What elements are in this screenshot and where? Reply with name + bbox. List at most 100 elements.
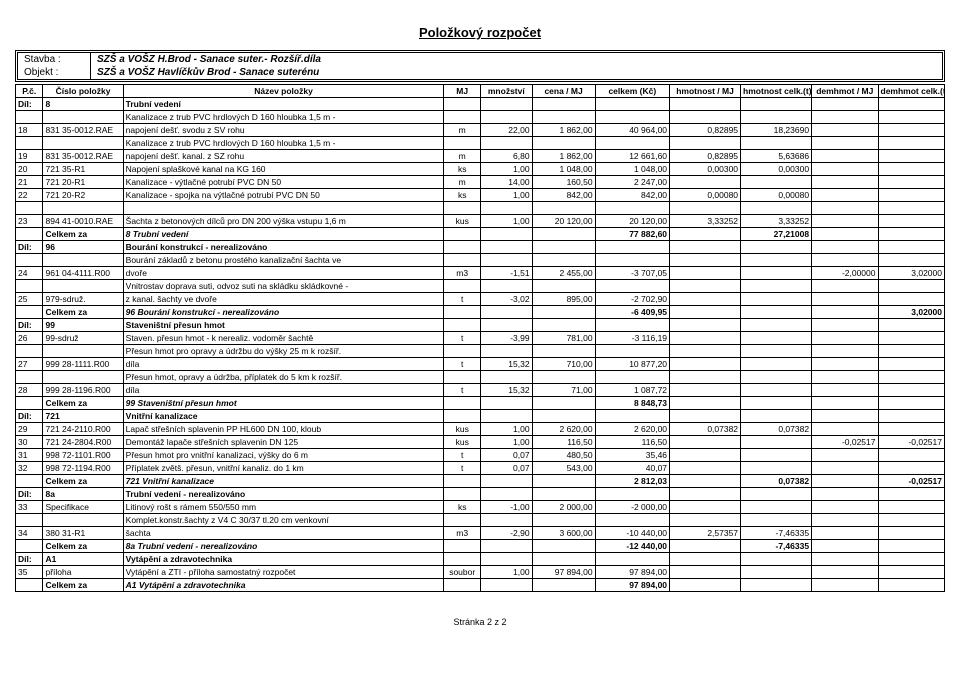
cell: [444, 397, 481, 410]
cell: [444, 345, 481, 358]
cell: 0,00300: [741, 163, 812, 176]
cell: [878, 345, 945, 358]
cell: [741, 202, 812, 215]
cell: [741, 280, 812, 293]
table-row: Celkem za8a Trubní vedení - nerealizován…: [16, 540, 945, 553]
cell: [670, 514, 741, 527]
cell: [878, 371, 945, 384]
cell: [444, 540, 481, 553]
cell: [812, 488, 878, 501]
col-header: demhmot / MJ: [812, 85, 878, 98]
cell: [16, 202, 43, 215]
cell: [878, 462, 945, 475]
table-row: Celkem za96 Bourání konstrukcí - nereali…: [16, 306, 945, 319]
cell: [741, 358, 812, 371]
cell: 979-sdruž.: [43, 293, 123, 306]
cell: 96: [43, 241, 123, 254]
cell: 2,57357: [670, 527, 741, 540]
cell: kus: [444, 423, 481, 436]
cell: [878, 319, 945, 332]
cell: Staven. přesun hmot - k nerealiz. vodomě…: [123, 332, 444, 345]
cell: 721 35-R1: [43, 163, 123, 176]
cell: [481, 98, 533, 111]
cell: [532, 488, 595, 501]
table-row: Díl:721Vnitřní kanalizace: [16, 410, 945, 423]
cell: [532, 228, 595, 241]
cell: [812, 501, 878, 514]
cell: [670, 293, 741, 306]
cell: [812, 345, 878, 358]
table-row: Přesun hmot, opravy a údržba, příplatek …: [16, 371, 945, 384]
table-row: 31998 72-1101.R00Přesun hmot pro vnitřní…: [16, 449, 945, 462]
cell: [16, 371, 43, 384]
cell: 40,07: [595, 462, 669, 475]
cell: [878, 423, 945, 436]
cell: m3: [444, 267, 481, 280]
cell: Kanalizace z trub PVC hrdlových D 160 hl…: [123, 137, 444, 150]
table-row: 23894 41-0010.RAEŠachta z betonových díl…: [16, 215, 945, 228]
cell: napojení dešť. kanal. z SZ rohu: [123, 150, 444, 163]
cell: m: [444, 124, 481, 137]
cell: [878, 280, 945, 293]
table-row: 25979-sdruž.z kanal. šachty ve dvořet-3,…: [16, 293, 945, 306]
table-row: Celkem za721 Vnitřní kanalizace2 812,030…: [16, 475, 945, 488]
cell: t: [444, 384, 481, 397]
cell: [595, 319, 669, 332]
table-row: 34380 31-R1šachtam3-2,903 600,00-10 440,…: [16, 527, 945, 540]
cell: m: [444, 150, 481, 163]
cell: [670, 358, 741, 371]
cell: Bourání konstrukcí - nerealizováno: [123, 241, 444, 254]
table-row: Díl:99Staveništní přesun hmot: [16, 319, 945, 332]
cell: [670, 566, 741, 579]
cell: [741, 241, 812, 254]
cell: -7,46335: [741, 527, 812, 540]
cell: [670, 501, 741, 514]
cell: soubor: [444, 566, 481, 579]
table-header-row: P.č.Číslo položkyNázev položkyMJmnožství…: [16, 85, 945, 98]
cell: [878, 332, 945, 345]
cell: 35,46: [595, 449, 669, 462]
cell: díla: [123, 384, 444, 397]
cell: -6 409,95: [595, 306, 669, 319]
cell: [812, 540, 878, 553]
cell: 8: [43, 98, 123, 111]
cell: Kanalizace - spojka na výtlačné potrubí …: [123, 189, 444, 202]
cell: [670, 540, 741, 553]
cell: Díl:: [16, 241, 43, 254]
header-box: Stavba : SZŠ a VOŠZ H.Brod - Sanace sute…: [15, 50, 945, 82]
cell: 29: [16, 423, 43, 436]
cell: [741, 488, 812, 501]
cell: [812, 475, 878, 488]
cell: 895,00: [532, 293, 595, 306]
cell: [16, 137, 43, 150]
cell: [444, 111, 481, 124]
cell: 0,07382: [741, 423, 812, 436]
cell: [812, 137, 878, 150]
col-header: Číslo položky: [43, 85, 123, 98]
cell: -2 702,90: [595, 293, 669, 306]
cell: [812, 280, 878, 293]
cell: [123, 202, 444, 215]
cell: [444, 280, 481, 293]
cell: [532, 98, 595, 111]
cell: Celkem za: [43, 306, 123, 319]
cell: Přesun hmot pro opravy a údržbu do výšky…: [123, 345, 444, 358]
cell: [670, 345, 741, 358]
cell: [670, 319, 741, 332]
cell: [670, 176, 741, 189]
cell: 24: [16, 267, 43, 280]
cell: 21: [16, 176, 43, 189]
cell: napojení dešť. svodu z SV rohu: [123, 124, 444, 137]
cell: [481, 137, 533, 150]
cell: [481, 345, 533, 358]
col-header: demhmot celk.(t): [878, 85, 945, 98]
stavba-value: SZŠ a VOŠZ H.Brod - Sanace suter.- Rozší…: [91, 53, 327, 66]
cell: 71,00: [532, 384, 595, 397]
cell: [741, 501, 812, 514]
cell: [812, 176, 878, 189]
cell: 32: [16, 462, 43, 475]
cell: [878, 540, 945, 553]
cell: Lapač střešních splavenin PP HL600 DN 10…: [123, 423, 444, 436]
cell: [595, 371, 669, 384]
cell: 27,21008: [741, 228, 812, 241]
